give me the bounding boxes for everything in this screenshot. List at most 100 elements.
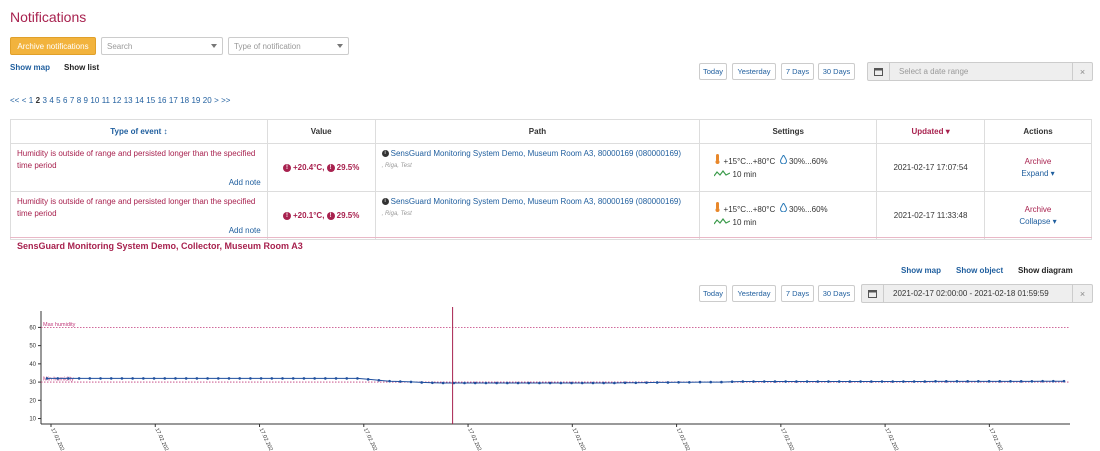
date-range-placeholder: Select a date range: [899, 67, 969, 76]
x-tick-label: 17.02.202: [571, 427, 587, 451]
page-link[interactable]: 7: [69, 96, 75, 105]
page-link[interactable]: 17: [168, 96, 178, 105]
data-point: [741, 380, 745, 383]
x-tick-label: 17.02.202: [466, 427, 482, 451]
x-tick-label: 17.02.202: [779, 427, 795, 451]
first-page-link[interactable]: <<: [10, 96, 20, 105]
today-button[interactable]: Today: [699, 63, 727, 80]
data-point: [345, 377, 349, 380]
data-point: [441, 381, 445, 385]
data-point: [227, 377, 231, 380]
expand-link[interactable]: Expand ▾: [1021, 168, 1055, 178]
page-link[interactable]: 4: [49, 96, 54, 105]
path-link[interactable]: SensGuard Monitoring System Demo, Museum…: [390, 149, 682, 158]
value-cell: ! +20.1°C, ! 29.5%: [266, 191, 376, 240]
path-cell: i SensGuard Monitoring System Demo, Museu…: [374, 143, 701, 192]
chart-seven-days-button[interactable]: 7 Days: [781, 285, 814, 302]
page-links: 1 2 3 4 5 6 7 8 9 10 11 12 13 14 15 16 17 18 19 20: [29, 96, 212, 105]
page-link[interactable]: 11: [101, 96, 110, 105]
warning-icon: !: [326, 211, 335, 220]
last-page-link[interactable]: >>: [221, 96, 231, 105]
data-point: [880, 380, 884, 383]
column-header-updated[interactable]: Updated ▾: [876, 119, 986, 144]
y-tick-label: 50: [29, 344, 36, 350]
detail-show-map-tab[interactable]: Show map: [901, 266, 942, 275]
data-point: [752, 380, 755, 383]
chart-yesterday-button[interactable]: Yesterday: [732, 285, 776, 302]
data-point: [45, 377, 49, 380]
path-link[interactable]: SensGuard Monitoring System Demo, Museum…: [390, 197, 682, 206]
page-link[interactable]: 20: [202, 96, 212, 105]
chart-date-range-input[interactable]: 2021-02-17 02:00:00 - 2021-02-18 01:59:5…: [861, 284, 1093, 303]
actions-cell: Archive Collapse ▾: [984, 191, 1092, 240]
data-point: [120, 377, 124, 380]
date-range-input[interactable]: Select a date range ×: [867, 62, 1093, 81]
data-point: [773, 380, 777, 383]
data-point: [784, 380, 787, 383]
show-list-tab[interactable]: Show list: [64, 63, 100, 72]
page-link[interactable]: 15: [146, 96, 156, 105]
page-link[interactable]: 12: [112, 96, 122, 105]
data-point: [634, 381, 638, 385]
seven-days-button[interactable]: 7 Days: [781, 63, 814, 80]
data-point: [334, 377, 338, 380]
data-point: [291, 377, 295, 380]
data-point: [142, 377, 145, 380]
data-point: [463, 381, 466, 385]
path-location: , Riga, Test: [381, 163, 412, 169]
detail-show-object-tab[interactable]: Show object: [956, 266, 1004, 275]
collapse-link[interactable]: Collapse ▾: [1019, 216, 1057, 226]
page-link[interactable]: 13: [123, 96, 133, 105]
yesterday-button[interactable]: Yesterday: [732, 63, 776, 80]
thermometer-icon: [714, 202, 721, 214]
data-point: [356, 377, 359, 380]
page-link[interactable]: 16: [157, 96, 167, 105]
page-link[interactable]: 18: [180, 96, 190, 105]
data-point: [313, 377, 316, 380]
page-link[interactable]: 1: [28, 96, 34, 105]
clear-date-icon[interactable]: ×: [1072, 63, 1092, 80]
next-page-link[interactable]: >: [214, 96, 219, 105]
x-tick-label: 17.02.202: [258, 427, 274, 451]
prev-page-link[interactable]: <: [21, 96, 27, 105]
notification-type-select[interactable]: Type of notification: [228, 37, 349, 55]
page-link[interactable]: 6: [63, 96, 68, 105]
data-point: [377, 378, 381, 382]
page-link[interactable]: 5: [56, 96, 61, 105]
data-point: [677, 380, 680, 384]
page-link[interactable]: 10: [90, 96, 100, 105]
page-link[interactable]: 9: [83, 96, 88, 105]
detail-show-diagram-tab[interactable]: Show diagram: [1018, 266, 1073, 275]
archive-link[interactable]: Archive: [1024, 156, 1052, 166]
data-point: [163, 377, 167, 380]
data-point: [688, 380, 691, 384]
data-point: [184, 377, 188, 380]
data-point: [238, 377, 241, 380]
page-link[interactable]: 14: [134, 96, 144, 105]
info-icon: i: [381, 198, 389, 206]
add-note-link[interactable]: Add note: [228, 178, 261, 187]
data-point: [473, 381, 477, 385]
humidity-value: 29.5%: [336, 163, 360, 172]
page-link[interactable]: 19: [191, 96, 201, 105]
column-header-type[interactable]: Type of event ↕: [10, 119, 268, 144]
data-point: [538, 381, 541, 385]
thirty-days-button[interactable]: 30 Days: [818, 63, 855, 80]
data-point: [259, 377, 263, 380]
add-note-link[interactable]: Add note: [228, 226, 261, 235]
page-link[interactable]: 3: [42, 96, 47, 105]
search-select[interactable]: Search: [101, 37, 223, 55]
chart-date-range-value: 2021-02-17 02:00:00 - 2021-02-18 01:59:5…: [893, 289, 1049, 298]
clear-date-icon[interactable]: ×: [1072, 285, 1092, 302]
page-link[interactable]: 8: [76, 96, 82, 105]
trend-icon: [713, 218, 731, 227]
archive-notifications-button[interactable]: Archive notifications: [10, 37, 96, 55]
chart-today-button[interactable]: Today: [699, 285, 727, 302]
y-tick-label: 30: [29, 380, 36, 386]
chart-thirty-days-button[interactable]: 30 Days: [818, 285, 855, 302]
show-map-tab[interactable]: Show map: [10, 63, 51, 72]
event-type: Humidity is outside of range and persist…: [17, 149, 256, 170]
archive-link[interactable]: Archive: [1024, 204, 1052, 214]
data-point: [891, 380, 895, 383]
page-link[interactable]: 2: [35, 96, 41, 105]
